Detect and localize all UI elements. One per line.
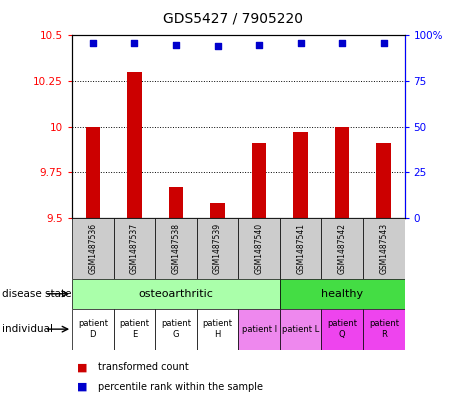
- Text: ■: ■: [77, 362, 87, 373]
- Text: patient L: patient L: [282, 325, 319, 334]
- Bar: [239, 218, 280, 279]
- Bar: [197, 218, 239, 279]
- Bar: [169, 187, 183, 218]
- Point: [380, 40, 387, 46]
- Bar: [86, 127, 100, 218]
- Bar: [363, 309, 405, 350]
- Text: transformed count: transformed count: [98, 362, 188, 373]
- Bar: [155, 218, 197, 279]
- Bar: [113, 218, 155, 279]
- Bar: [252, 143, 266, 218]
- Text: osteoarthritic: osteoarthritic: [139, 289, 213, 299]
- Bar: [363, 218, 405, 279]
- Text: GSM1487543: GSM1487543: [379, 223, 388, 274]
- Text: GSM1487541: GSM1487541: [296, 223, 305, 274]
- Text: patient I: patient I: [241, 325, 277, 334]
- Bar: [113, 309, 155, 350]
- Text: disease state: disease state: [2, 289, 72, 299]
- Point: [255, 41, 263, 48]
- Text: GSM1487542: GSM1487542: [338, 223, 347, 274]
- Text: patient
R: patient R: [369, 320, 399, 339]
- Bar: [155, 309, 197, 350]
- Bar: [280, 218, 321, 279]
- Point: [172, 41, 179, 48]
- Text: ■: ■: [77, 382, 87, 392]
- Bar: [239, 309, 280, 350]
- Point: [131, 40, 138, 46]
- Text: patient
D: patient D: [78, 320, 108, 339]
- Bar: [72, 309, 113, 350]
- Text: patient
Q: patient Q: [327, 320, 357, 339]
- Text: GDS5427 / 7905220: GDS5427 / 7905220: [162, 12, 303, 26]
- Text: healthy: healthy: [321, 289, 363, 299]
- Text: GSM1487540: GSM1487540: [255, 223, 264, 274]
- Bar: [280, 309, 321, 350]
- Text: patient
G: patient G: [161, 320, 191, 339]
- Text: GSM1487537: GSM1487537: [130, 223, 139, 274]
- Text: patient
H: patient H: [203, 320, 232, 339]
- Text: individual: individual: [2, 324, 53, 334]
- Point: [89, 40, 97, 46]
- Bar: [293, 132, 308, 218]
- Bar: [127, 72, 142, 218]
- Bar: [280, 279, 405, 309]
- Bar: [197, 309, 239, 350]
- Text: GSM1487536: GSM1487536: [88, 223, 97, 274]
- Text: GSM1487538: GSM1487538: [172, 223, 180, 274]
- Bar: [321, 309, 363, 350]
- Point: [339, 40, 346, 46]
- Text: percentile rank within the sample: percentile rank within the sample: [98, 382, 263, 392]
- Bar: [377, 143, 391, 218]
- Text: patient
E: patient E: [120, 320, 149, 339]
- Bar: [335, 127, 350, 218]
- Bar: [321, 218, 363, 279]
- Bar: [72, 279, 280, 309]
- Point: [214, 43, 221, 50]
- Point: [297, 40, 305, 46]
- Bar: [210, 204, 225, 218]
- Bar: [72, 218, 113, 279]
- Text: GSM1487539: GSM1487539: [213, 223, 222, 274]
